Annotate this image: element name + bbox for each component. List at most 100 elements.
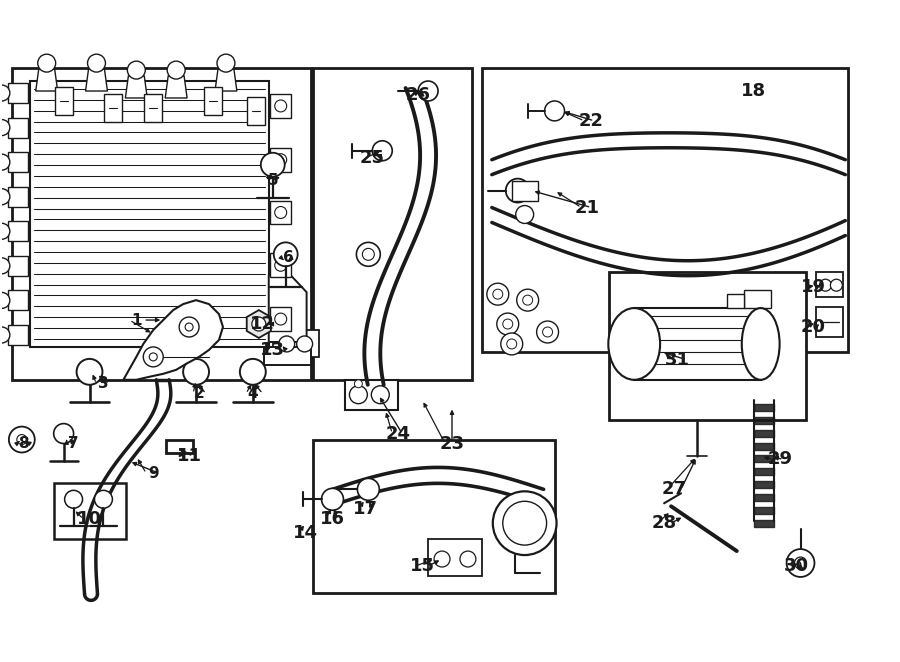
Polygon shape	[144, 94, 162, 122]
Circle shape	[523, 295, 533, 305]
Circle shape	[536, 321, 559, 343]
Circle shape	[357, 479, 379, 500]
Circle shape	[274, 313, 287, 325]
Circle shape	[506, 179, 530, 203]
Polygon shape	[215, 69, 237, 91]
Circle shape	[544, 101, 564, 121]
Polygon shape	[247, 97, 265, 125]
Text: 26: 26	[406, 86, 430, 104]
Polygon shape	[104, 94, 122, 122]
Text: 4: 4	[248, 386, 258, 401]
Text: 24: 24	[386, 424, 410, 443]
Ellipse shape	[608, 308, 660, 380]
Circle shape	[373, 141, 392, 161]
Circle shape	[252, 317, 266, 331]
Circle shape	[128, 61, 145, 79]
Circle shape	[355, 380, 363, 388]
Text: 31: 31	[664, 351, 689, 369]
Circle shape	[240, 359, 266, 385]
Polygon shape	[30, 81, 269, 347]
Text: 28: 28	[652, 514, 677, 532]
Polygon shape	[270, 307, 291, 331]
Bar	[609, 272, 806, 420]
Circle shape	[261, 153, 284, 177]
Bar	[312, 68, 472, 380]
Bar	[346, 380, 398, 410]
Polygon shape	[269, 275, 307, 342]
Polygon shape	[634, 308, 760, 380]
Circle shape	[167, 61, 185, 79]
Circle shape	[9, 426, 35, 453]
Circle shape	[274, 154, 287, 166]
Circle shape	[503, 319, 513, 329]
Circle shape	[149, 353, 158, 361]
Text: 2: 2	[194, 386, 204, 401]
Polygon shape	[8, 256, 28, 276]
Text: 21: 21	[575, 199, 600, 216]
Circle shape	[543, 327, 553, 337]
Text: 3: 3	[98, 376, 109, 391]
Circle shape	[0, 258, 10, 274]
Circle shape	[795, 557, 806, 569]
Circle shape	[418, 81, 438, 101]
Circle shape	[497, 313, 518, 335]
Text: 13: 13	[260, 341, 285, 359]
Circle shape	[0, 85, 10, 101]
Circle shape	[356, 242, 381, 266]
Polygon shape	[86, 69, 107, 91]
Circle shape	[17, 434, 27, 444]
Polygon shape	[8, 221, 28, 241]
Circle shape	[217, 54, 235, 72]
Text: 16: 16	[320, 510, 345, 528]
Polygon shape	[270, 148, 291, 171]
Circle shape	[500, 333, 523, 355]
Text: 27: 27	[662, 481, 687, 498]
Circle shape	[434, 551, 450, 567]
Circle shape	[487, 283, 508, 305]
Circle shape	[179, 317, 199, 337]
Circle shape	[274, 242, 298, 266]
Polygon shape	[8, 291, 28, 310]
Circle shape	[516, 205, 534, 224]
Circle shape	[460, 551, 476, 567]
Text: 7: 7	[68, 436, 79, 451]
Circle shape	[615, 324, 654, 364]
Polygon shape	[247, 310, 271, 338]
Circle shape	[87, 54, 105, 72]
Circle shape	[349, 386, 367, 404]
Bar	[12, 68, 310, 380]
Text: 15: 15	[410, 557, 435, 575]
Polygon shape	[270, 94, 291, 118]
Polygon shape	[727, 294, 743, 308]
Text: 25: 25	[360, 149, 385, 167]
Text: 30: 30	[784, 557, 809, 575]
Polygon shape	[204, 87, 222, 115]
Circle shape	[183, 359, 209, 385]
Circle shape	[0, 154, 10, 170]
Polygon shape	[166, 440, 194, 453]
Circle shape	[363, 248, 374, 260]
Circle shape	[787, 549, 814, 577]
Circle shape	[279, 336, 294, 352]
Circle shape	[65, 491, 83, 508]
Text: 14: 14	[293, 524, 318, 542]
Circle shape	[143, 347, 163, 367]
Circle shape	[831, 279, 842, 291]
Text: 29: 29	[768, 450, 793, 469]
Circle shape	[819, 279, 832, 291]
Circle shape	[0, 293, 10, 308]
Text: 19: 19	[801, 278, 826, 296]
Bar	[816, 307, 843, 337]
Circle shape	[38, 54, 56, 72]
Circle shape	[321, 489, 344, 510]
Bar	[312, 440, 554, 593]
Text: 9: 9	[148, 466, 158, 481]
Bar	[54, 483, 126, 539]
Circle shape	[493, 491, 556, 555]
Circle shape	[0, 189, 10, 205]
Text: 11: 11	[176, 448, 202, 465]
Polygon shape	[123, 300, 223, 380]
Circle shape	[372, 386, 390, 404]
Bar	[816, 272, 843, 297]
Bar	[273, 330, 319, 357]
